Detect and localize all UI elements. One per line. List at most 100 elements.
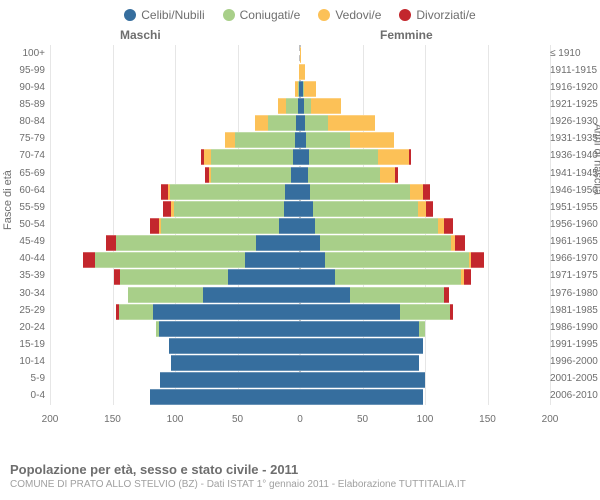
age-label: 5-9 [5,374,45,384]
bar-segment [284,201,300,217]
bar-segment [300,287,350,303]
x-tick-label: 100 [417,414,434,425]
bar-segment [300,389,423,405]
bar-segment [156,321,159,337]
legend-swatch [124,9,136,21]
birthyear-label: 1916-1920 [550,83,600,93]
bar-segment [171,355,300,371]
footer: Popolazione per età, sesso e stato civil… [10,462,590,490]
birthyear-label: 1941-1945 [550,169,600,179]
x-tick-label: 150 [104,414,121,425]
bar-segment [300,304,400,320]
age-label: 95-99 [5,66,45,76]
birthyear-label: 1961-1965 [550,237,600,247]
bar-segment [278,98,287,114]
bar-segment [423,184,431,200]
age-label: 55-59 [5,203,45,213]
pyramid-row [50,184,550,198]
bar-segment [395,167,398,183]
pyramid-row [50,372,550,386]
bar-segment [320,235,451,251]
bar-segment [228,269,301,285]
bar-segment [293,149,301,165]
bar-segment [444,218,453,234]
birthyear-label: 1986-1990 [550,323,600,333]
age-label: 25-29 [5,306,45,316]
pyramid-row [50,287,550,301]
bar-segment [308,167,381,183]
chart-container: Celibi/Nubili Coniugati/e Vedovi/e Divorzia… [0,0,600,500]
bar-segment [300,338,423,354]
birthyear-label: 2006-2010 [550,391,600,401]
age-label: 35-39 [5,271,45,281]
bar-segment [315,218,438,234]
pyramid-row [50,269,550,283]
birthyear-label: 1951-1955 [550,203,600,213]
bar-segment [225,132,235,148]
bar-segment [255,115,268,131]
bar-segment [311,98,341,114]
age-label: 60-64 [5,186,45,196]
bar-segment [161,218,279,234]
bar-segment [328,115,376,131]
bar-segment [300,64,305,80]
bar-segment [455,235,465,251]
chart-subtitle: COMUNE DI PRATO ALLO STELVIO (BZ) - Dati… [10,479,590,490]
bar-segment [169,338,300,354]
pyramid-row [50,235,550,249]
bar-segment [203,287,301,303]
bar-segment [444,287,449,303]
x-tick-label: 0 [297,414,303,425]
legend-item: Celibi/Nubili [124,8,204,22]
pyramid-row [50,338,550,352]
pyramid-row [50,98,550,112]
bar-segment [335,269,461,285]
pyramid-row [50,132,550,146]
bar-segment [256,235,300,251]
chart-area: 20015010050050100150200100+≤ 191095-9919… [50,45,550,425]
bar-segment [325,252,469,268]
x-tick-label: 50 [232,414,243,425]
bar-segment [170,184,285,200]
bar-segment [305,115,328,131]
age-label: 15-19 [5,340,45,350]
birthyear-label: 1926-1930 [550,117,600,127]
pyramid-row [50,64,550,78]
bar-segment [300,372,425,388]
bar-segment [300,167,308,183]
bar-segment [300,201,313,217]
birthyear-label: 1966-1970 [550,254,600,264]
pyramid-row [50,115,550,129]
bar-segment [201,149,204,165]
bar-segment [313,201,418,217]
bar-segment [159,218,162,234]
bar-segment [300,252,325,268]
bar-segment [153,304,301,320]
bar-segment [350,132,394,148]
age-label: 50-54 [5,220,45,230]
legend-item: Coniugati/e [223,8,301,22]
pyramid-row [50,389,550,403]
bar-segment [286,98,297,114]
pyramid-row [50,252,550,266]
bar-segment [380,167,395,183]
bar-segment [161,184,167,200]
legend-label: Celibi/Nubili [141,8,204,22]
legend-label: Divorziati/e [416,8,475,22]
bar-segment [285,184,300,200]
bar-segment [83,252,96,268]
age-label: 30-34 [5,289,45,299]
bar-segment [159,321,300,337]
bar-segment [310,184,410,200]
bar-segment [450,304,453,320]
bar-segment [205,167,209,183]
bar-segment [300,149,309,165]
age-label: 0-4 [5,391,45,401]
bar-segment [410,184,423,200]
birthyear-label: 1991-1995 [550,340,600,350]
bar-segment [378,149,409,165]
pyramid-row [50,149,550,163]
pyramid-row [50,304,550,318]
legend-item: Vedovi/e [318,8,381,22]
label-female: Femmine [380,28,433,42]
